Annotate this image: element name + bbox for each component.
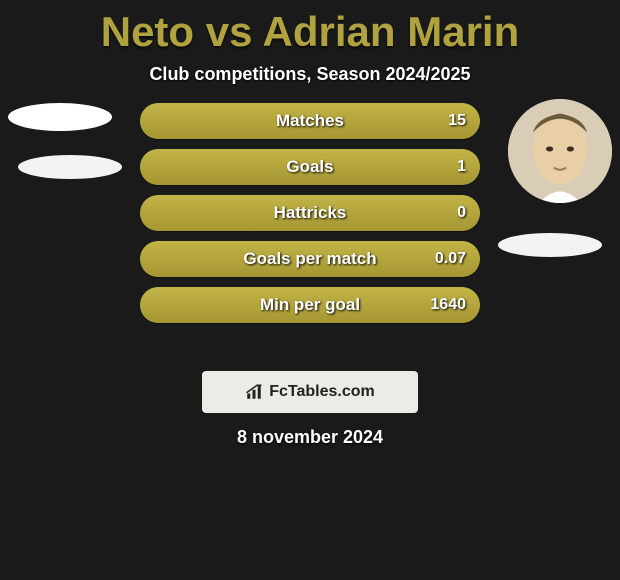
player-left-avatar <box>8 103 112 131</box>
stat-bar: Goals 1 <box>140 149 480 185</box>
stat-bar: Goals per match 0.07 <box>140 241 480 277</box>
stat-bar: Hattricks 0 <box>140 195 480 231</box>
stat-label: Min per goal <box>140 287 480 323</box>
stat-value-right: 1 <box>457 149 466 185</box>
page-title: Neto vs Adrian Marin <box>0 0 620 56</box>
stat-value-right: 0 <box>457 195 466 231</box>
stat-value-right: 15 <box>448 103 466 139</box>
stat-value-right: 0.07 <box>435 241 466 277</box>
page-subtitle: Club competitions, Season 2024/2025 <box>0 64 620 85</box>
stat-label: Hattricks <box>140 195 480 231</box>
player-right-avatar <box>508 99 612 203</box>
stat-bar: Min per goal 1640 <box>140 287 480 323</box>
stat-bar: Matches 15 <box>140 103 480 139</box>
brand-card[interactable]: FcTables.com <box>202 371 418 413</box>
stat-label: Goals <box>140 149 480 185</box>
stats-arena: Matches 15 Goals 1 Hattricks 0 Goals per… <box>0 103 620 363</box>
brand-label: FcTables.com <box>269 383 375 401</box>
chart-logo-icon <box>245 383 263 401</box>
stat-bars: Matches 15 Goals 1 Hattricks 0 Goals per… <box>140 103 480 333</box>
avatar-placeholder-icon <box>508 99 612 203</box>
player-left-shadow <box>18 155 122 179</box>
comparison-card: Neto vs Adrian Marin Club competitions, … <box>0 0 620 580</box>
stat-value-right: 1640 <box>430 287 466 323</box>
stat-label: Goals per match <box>140 241 480 277</box>
footer-date: 8 november 2024 <box>0 427 620 448</box>
stat-label: Matches <box>140 103 480 139</box>
player-right-shadow <box>498 233 602 257</box>
